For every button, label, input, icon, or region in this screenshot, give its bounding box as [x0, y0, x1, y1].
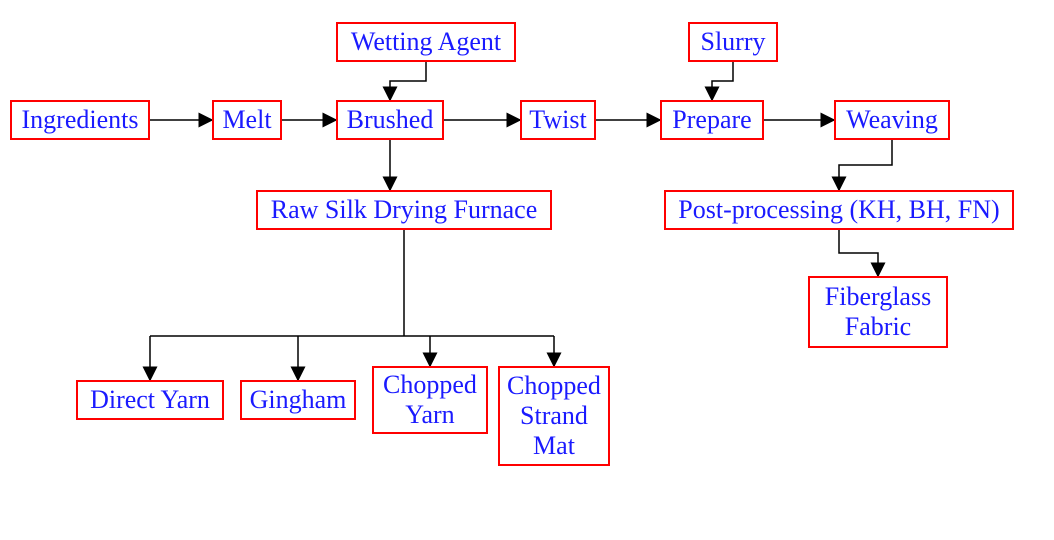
node-label: Weaving [846, 105, 938, 135]
node-fiberglass-fabric: Fiberglass Fabric [808, 276, 948, 348]
node-label: Prepare [672, 105, 751, 135]
flowchart-stage: Ingredients Melt Wetting Agent Brushed T… [0, 0, 1054, 540]
node-label: Wetting Agent [351, 27, 501, 57]
node-post-processing: Post-processing (KH, BH, FN) [664, 190, 1014, 230]
node-slurry: Slurry [688, 22, 778, 62]
node-twist: Twist [520, 100, 596, 140]
node-label: Ingredients [22, 105, 139, 135]
node-direct-yarn: Direct Yarn [76, 380, 224, 420]
node-label: Twist [529, 105, 586, 135]
node-chopped-strand-mat: Chopped Strand Mat [498, 366, 610, 466]
node-weaving: Weaving [834, 100, 950, 140]
node-brushed: Brushed [336, 100, 444, 140]
node-raw-silk-drying-furnace: Raw Silk Drying Furnace [256, 190, 552, 230]
node-label: Post-processing (KH, BH, FN) [678, 195, 999, 225]
node-label: Chopped Strand Mat [507, 371, 601, 461]
node-label: Gingham [250, 385, 347, 415]
node-label: Chopped Yarn [383, 370, 477, 430]
node-melt: Melt [212, 100, 282, 140]
node-label: Raw Silk Drying Furnace [271, 195, 537, 225]
node-label: Brushed [347, 105, 434, 135]
node-label: Fiberglass Fabric [825, 282, 931, 342]
node-prepare: Prepare [660, 100, 764, 140]
node-label: Slurry [701, 27, 766, 57]
node-gingham: Gingham [240, 380, 356, 420]
node-ingredients: Ingredients [10, 100, 150, 140]
node-chopped-yarn: Chopped Yarn [372, 366, 488, 434]
node-label: Melt [222, 105, 271, 135]
node-label: Direct Yarn [90, 385, 210, 415]
node-wetting-agent: Wetting Agent [336, 22, 516, 62]
